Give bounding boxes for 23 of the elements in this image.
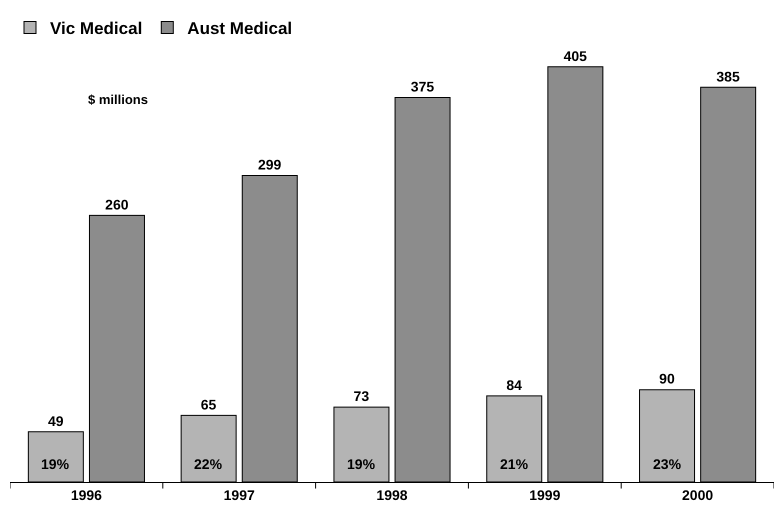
data-label: 299 bbox=[258, 156, 282, 172]
annotation: 23% bbox=[653, 456, 682, 472]
data-label: 73 bbox=[354, 388, 370, 404]
data-label: 260 bbox=[105, 196, 129, 212]
annotation: $ millions bbox=[88, 92, 148, 107]
x-tick-label: 1998 bbox=[376, 486, 408, 503]
legend-label: Aust Medical bbox=[187, 19, 292, 38]
data-label: 385 bbox=[716, 68, 740, 84]
data-label: 375 bbox=[410, 78, 434, 95]
x-tick-label: 1997 bbox=[224, 486, 255, 503]
x-tick-label: 1999 bbox=[529, 486, 561, 503]
data-label: 405 bbox=[564, 48, 588, 64]
data-label: 90 bbox=[659, 370, 675, 387]
legend-label: Vic Medical bbox=[50, 19, 142, 38]
annotation: 21% bbox=[500, 456, 529, 472]
annotation: 19% bbox=[41, 456, 70, 472]
data-label: 49 bbox=[48, 412, 64, 429]
data-label: 65 bbox=[200, 396, 217, 412]
data-label: 84 bbox=[506, 376, 522, 393]
annotation: 22% bbox=[194, 456, 223, 472]
x-tick-label: 2000 bbox=[682, 486, 714, 503]
annotation: 19% bbox=[347, 456, 376, 472]
x-tick-label: 1996 bbox=[70, 486, 102, 503]
